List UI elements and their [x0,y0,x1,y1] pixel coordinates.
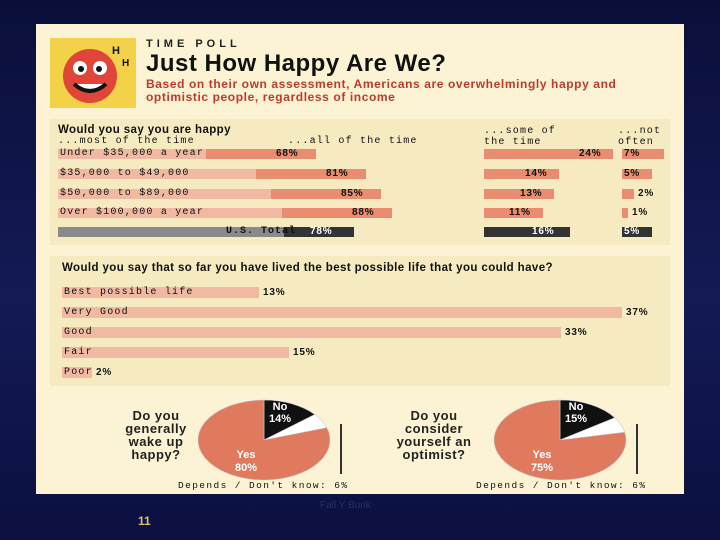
value-label: 37% [626,307,649,318]
svg-text:H: H [122,58,129,69]
page-number: 11 [138,514,151,528]
value-label: 16% [532,226,555,237]
pie-label-no-value: 14% [269,413,291,425]
life-bar [62,327,561,338]
value-label: 81% [326,168,349,179]
value-label: 24% [579,148,602,159]
row-label: Very Good [64,307,129,318]
pie-label-no-name: No [273,401,288,413]
bar-some-of-time [484,189,554,199]
total-bar-some [484,227,570,237]
pie-label-yes-value: 75% [531,462,553,474]
svg-text:H: H [112,45,120,57]
pie-slice-no [559,399,616,441]
value-label: 5% [624,168,641,179]
bar-all-of-time [256,169,366,179]
poll-label: TIME POLL [146,38,241,50]
row-label: Fair [64,347,93,358]
bar-not-often [622,149,664,159]
bar-all-of-time [206,149,316,159]
value-label: 2% [638,188,655,199]
row-label: Good [64,327,93,338]
happiness-by-income-chart: Would you say you are happy ...most of t… [50,119,670,245]
row-label: Under $35,000 a year [60,148,205,159]
column-header-some: ...some of the time [484,126,557,148]
bar-all-of-time [282,208,392,218]
callout-line [636,424,638,474]
total-bar-segment [284,227,354,237]
value-label: 5% [624,226,641,237]
bar-most-of-time [58,189,381,199]
pie-footnote-optimist: Depends / Don't know: 6% [476,480,647,491]
chart-title: Would you say that so far you have lived… [62,262,553,274]
pie-label-no-value: 15% [565,413,587,425]
life-bar [62,347,289,358]
best-possible-life-chart: Would you say that so far you have lived… [50,256,670,386]
bar-all-of-time [271,189,381,199]
value-label: 68% [276,148,299,159]
pie-slice-yes [197,399,331,480]
total-bar-base [58,227,354,237]
bar-not-often [622,169,652,179]
page-subtitle: Based on their own assessment, Americans… [146,77,617,104]
value-label: 1% [632,207,649,218]
life-bar [62,287,259,298]
poll-slide: H H TIME POLL Just How Happy Are We? Bas… [36,24,684,494]
pie-question-optimist: Do you consider yourself an optimist? [396,408,472,462]
pie-slice-yes [493,399,627,480]
row-label: Over $100,000 a year [60,207,205,218]
chart-title: Would you say you are happy [58,124,231,136]
value-label: 14% [525,168,548,179]
pie-question-wake-up-happy: Do you generally wake up happy? [125,408,187,462]
pie-footnote-wake-up: Depends / Don't know: 6% [178,480,349,491]
bar-some-of-time [484,208,543,218]
life-bar [62,307,622,318]
value-label: 78% [310,226,333,237]
footer-source: Fall Y Bunk [320,500,371,511]
column-header-not-often: ...not often [618,126,662,148]
life-bar [62,367,92,378]
column-header-all: ...all of the time [288,136,418,147]
total-bar-not-often [622,227,652,237]
page-title: Just How Happy Are We? [146,50,447,77]
value-label: 33% [565,327,588,338]
row-label: Poor [64,367,93,378]
pie-label-yes-name: Yes [533,449,552,461]
bar-most-of-time [58,149,316,159]
value-label: 11% [509,207,531,218]
row-label: $50,000 to $89,000 [60,188,190,199]
callout-line [340,424,342,474]
pie-label-no-name: No [569,401,584,413]
value-label: 7% [624,148,641,159]
row-label: U.S. Total [226,226,297,237]
bar-most-of-time [58,169,366,179]
row-label: $35,000 to $49,000 [60,168,190,179]
pie-slice-no [263,399,316,441]
value-label: 85% [341,188,364,199]
bar-not-often [622,189,634,199]
row-label: Best possible life [64,287,194,298]
bar-most-of-time [58,208,392,218]
happy-face-mascot-icon: H H [50,38,136,108]
bar-some-of-time [484,169,559,179]
value-label: 2% [96,367,113,378]
pie-label-yes-name: Yes [237,449,256,461]
column-header-most: ...most of the time [58,136,195,147]
value-label: 13% [520,188,543,199]
bar-not-often [622,208,628,218]
bar-some-of-time [484,149,613,159]
value-label: 13% [263,287,286,298]
value-label: 88% [352,207,375,218]
value-label: 15% [293,347,316,358]
pie-label-yes-value: 80% [235,462,257,474]
